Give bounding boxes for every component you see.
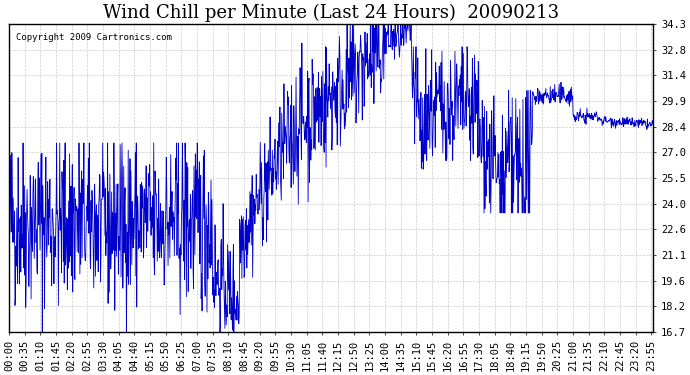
Title: Wind Chill per Minute (Last 24 Hours)  20090213: Wind Chill per Minute (Last 24 Hours) 20… — [103, 4, 559, 22]
Text: Copyright 2009 Cartronics.com: Copyright 2009 Cartronics.com — [16, 33, 172, 42]
